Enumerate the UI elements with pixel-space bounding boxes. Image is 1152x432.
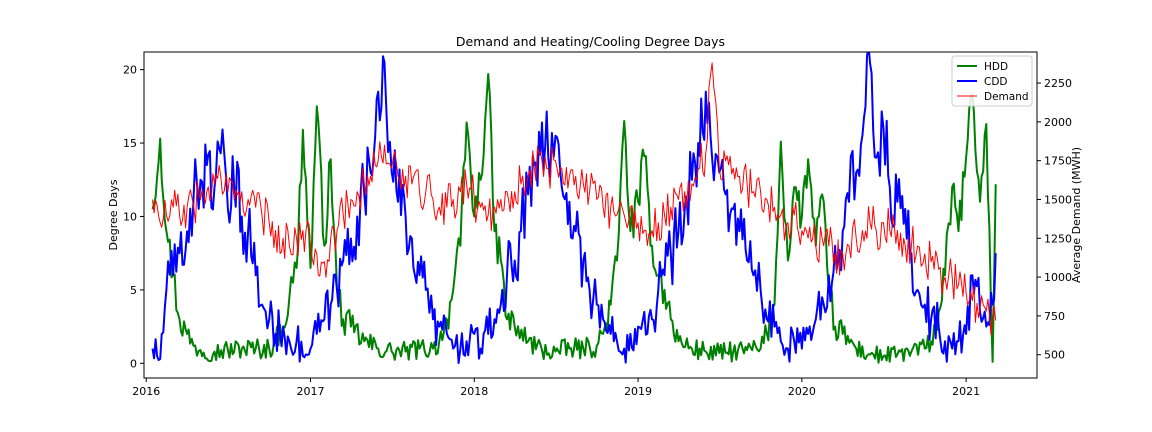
x-tick-label: 2017 <box>296 385 324 398</box>
y-left-tick-label: 0 <box>130 357 137 370</box>
x-tick-label: 2016 <box>132 385 160 398</box>
x-axis: 2016 2017 2018 2019 2020 2021 <box>132 378 980 398</box>
y-axis-left-title: Degree Days <box>107 179 120 250</box>
series-line-cdd <box>151 52 997 364</box>
y-right-tick-label: 1250 <box>1044 232 1072 245</box>
y-right-tick-label: 750 <box>1044 310 1065 323</box>
x-tick-label: 2018 <box>460 385 488 398</box>
y-right-tick-label: 1000 <box>1044 271 1072 284</box>
y-right-tick-label: 2250 <box>1044 77 1072 90</box>
legend: HDD CDD Demand <box>951 55 1033 107</box>
series-line-hdd <box>151 73 997 364</box>
y-left-tick-label: 10 <box>123 210 137 223</box>
x-tick-label: 2021 <box>952 385 980 398</box>
x-tick-label: 2020 <box>788 385 816 398</box>
y-left-tick-label: 15 <box>123 137 137 150</box>
y-axis-right-title: Average Demand (MWH) <box>1070 147 1083 283</box>
legend-label-cdd: CDD <box>984 76 1008 88</box>
y-axis-left: 0 5 10 15 20 <box>123 64 144 370</box>
plot-frame <box>143 51 1038 379</box>
series-layer <box>151 52 997 364</box>
y-left-tick-label: 5 <box>130 284 137 297</box>
legend-label-hdd: HDD <box>984 61 1008 73</box>
y-left-tick-label: 20 <box>123 64 137 77</box>
y-right-tick-label: 500 <box>1044 349 1065 362</box>
series-line-demand <box>152 62 997 336</box>
legend-box <box>951 55 1033 107</box>
y-axis-right: 500 750 1000 1250 1500 1750 2000 2250 <box>1037 77 1072 362</box>
y-right-tick-label: 1750 <box>1044 155 1072 168</box>
x-tick-label: 2019 <box>624 385 652 398</box>
legend-label-demand: Demand <box>984 91 1029 103</box>
y-right-tick-label: 2000 <box>1044 116 1072 129</box>
y-right-tick-label: 1500 <box>1044 193 1072 206</box>
chart-title: Demand and Heating/Cooling Degree Days <box>456 34 725 49</box>
